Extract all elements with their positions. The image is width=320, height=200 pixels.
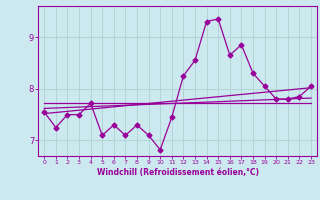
X-axis label: Windchill (Refroidissement éolien,°C): Windchill (Refroidissement éolien,°C) [97,168,259,177]
